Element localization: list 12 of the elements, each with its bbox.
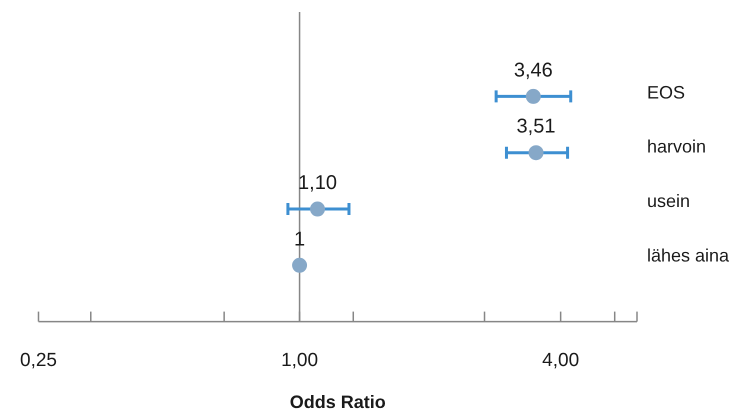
x-axis-title: Odds Ratio: [290, 392, 386, 412]
x-tick-label: 0,25: [20, 350, 57, 372]
y-tick-label: usein: [647, 190, 690, 211]
data-label: 1,10: [298, 172, 337, 194]
y-tick-label: EOS: [647, 82, 686, 102]
data-label: 3,51: [516, 116, 556, 138]
y-tick-label: lähes aina: [647, 245, 730, 266]
data-label: 3,46: [514, 59, 553, 82]
x-tick-label: 4,00: [542, 350, 580, 372]
data-label: 1: [294, 228, 306, 250]
y-tick-label: harvoin: [647, 136, 706, 157]
x-tick-label: 1,00: [281, 350, 318, 372]
